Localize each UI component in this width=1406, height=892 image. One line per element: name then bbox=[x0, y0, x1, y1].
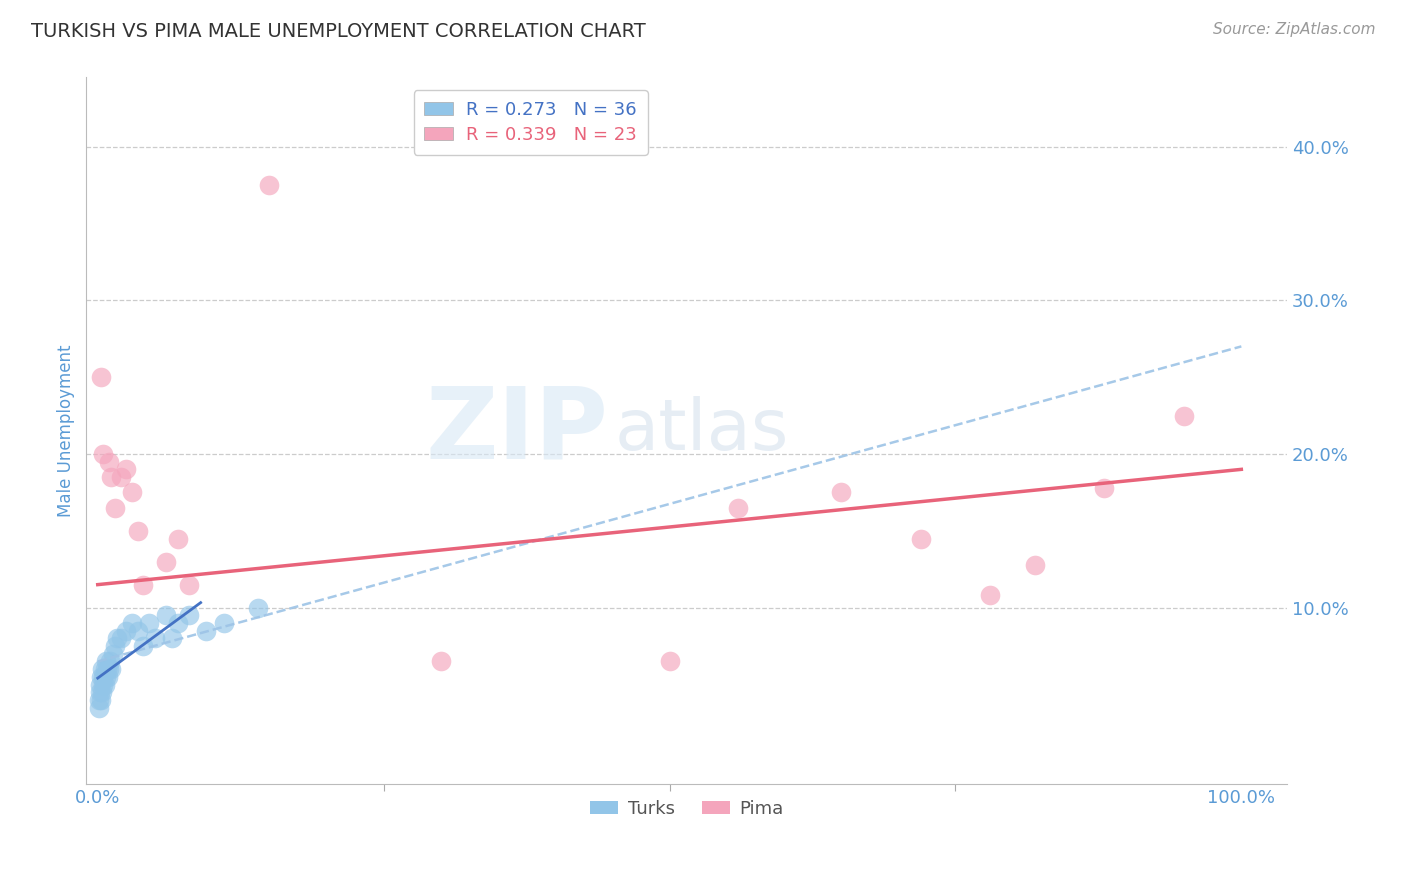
Point bbox=[115, 624, 138, 638]
Point bbox=[246, 600, 269, 615]
Point bbox=[100, 470, 122, 484]
Point bbox=[110, 632, 132, 646]
Point bbox=[179, 608, 201, 623]
Point bbox=[132, 639, 155, 653]
Point bbox=[87, 693, 110, 707]
Point bbox=[98, 662, 121, 676]
Point bbox=[259, 178, 281, 192]
Point bbox=[93, 447, 115, 461]
Point bbox=[89, 677, 111, 691]
Text: ZIP: ZIP bbox=[426, 383, 609, 479]
Point bbox=[658, 655, 681, 669]
Point bbox=[121, 485, 143, 500]
Point bbox=[104, 500, 127, 515]
Point bbox=[93, 677, 115, 691]
Point bbox=[89, 685, 111, 699]
Point bbox=[166, 615, 188, 630]
Point bbox=[90, 670, 112, 684]
Point bbox=[1092, 481, 1115, 495]
Legend: Turks, Pima: Turks, Pima bbox=[582, 792, 792, 825]
Point bbox=[104, 639, 127, 653]
Point bbox=[138, 615, 160, 630]
Point bbox=[155, 608, 177, 623]
Point bbox=[90, 370, 112, 384]
Point bbox=[96, 662, 118, 676]
Text: Source: ZipAtlas.com: Source: ZipAtlas.com bbox=[1212, 22, 1375, 37]
Point bbox=[160, 632, 183, 646]
Point bbox=[101, 647, 124, 661]
Y-axis label: Male Unemployment: Male Unemployment bbox=[58, 344, 75, 517]
Point bbox=[115, 462, 138, 476]
Point bbox=[93, 677, 115, 691]
Point bbox=[87, 700, 110, 714]
Text: TURKISH VS PIMA MALE UNEMPLOYMENT CORRELATION CHART: TURKISH VS PIMA MALE UNEMPLOYMENT CORREL… bbox=[31, 22, 645, 41]
Point bbox=[100, 662, 122, 676]
Point bbox=[91, 685, 114, 699]
Point bbox=[727, 500, 749, 515]
Point bbox=[90, 693, 112, 707]
Point bbox=[91, 662, 114, 676]
Point bbox=[110, 470, 132, 484]
Point bbox=[93, 662, 115, 676]
Point bbox=[430, 655, 453, 669]
Point bbox=[830, 485, 852, 500]
Point bbox=[143, 632, 166, 646]
Point bbox=[94, 670, 117, 684]
Point bbox=[94, 655, 117, 669]
Point bbox=[98, 455, 121, 469]
Point bbox=[212, 615, 235, 630]
Point bbox=[132, 577, 155, 591]
Point bbox=[179, 577, 201, 591]
Text: atlas: atlas bbox=[614, 396, 789, 466]
Point bbox=[127, 524, 149, 538]
Point bbox=[166, 532, 188, 546]
Point bbox=[121, 615, 143, 630]
Point bbox=[127, 624, 149, 638]
Point bbox=[155, 555, 177, 569]
Point bbox=[93, 670, 115, 684]
Point bbox=[105, 632, 128, 646]
Point bbox=[97, 670, 120, 684]
Point bbox=[195, 624, 218, 638]
Point bbox=[98, 655, 121, 669]
Point bbox=[1173, 409, 1195, 423]
Point bbox=[979, 588, 1001, 602]
Point bbox=[1024, 558, 1046, 572]
Point bbox=[910, 532, 932, 546]
